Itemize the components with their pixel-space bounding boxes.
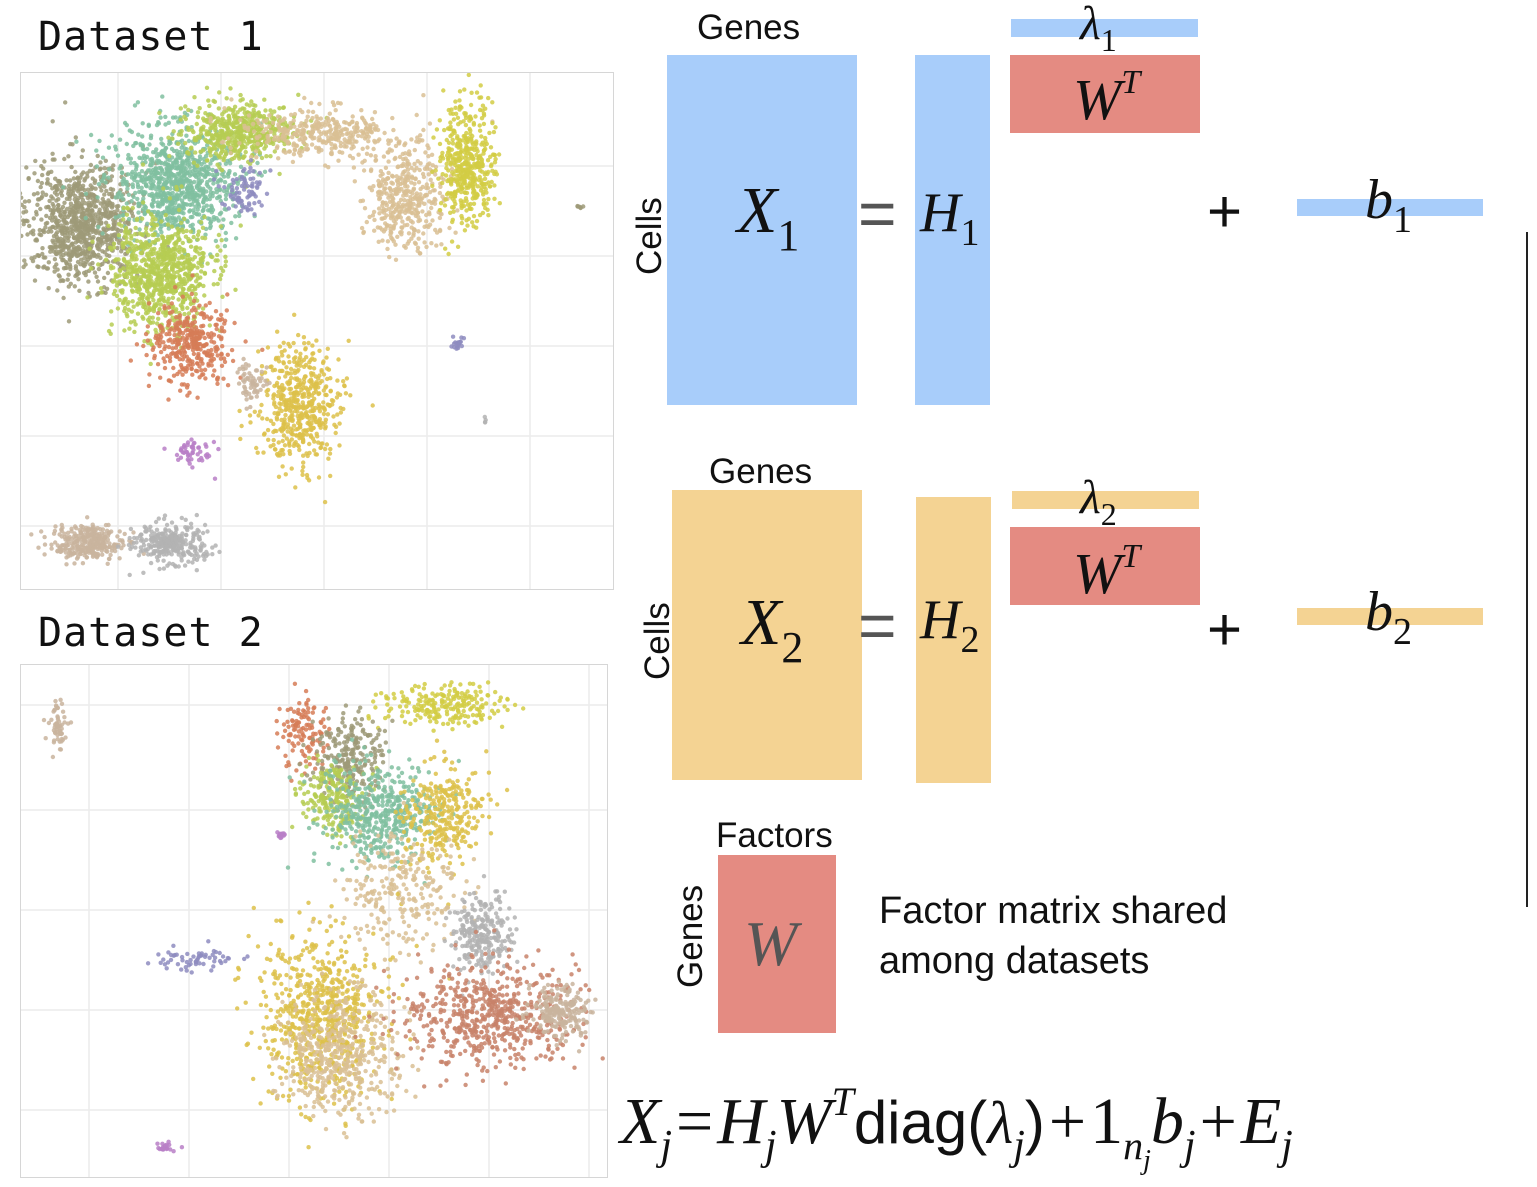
cluster-tan [310,800,481,972]
cluster-olive-dot [575,203,586,211]
b2-symbol: b2 [1365,581,1412,653]
w-genes-label: Genes [671,884,710,988]
cluster-beige-low [29,515,146,567]
x1-matrix [667,55,857,405]
factor-description-line2: among datasets [879,940,1150,982]
wt1-matrix [1010,55,1200,133]
dataset-1-scatter [0,61,613,589]
eq2-cells-label: Cells [638,602,677,680]
b2-vector [1297,608,1483,625]
eq1-genes-label: Genes [697,8,801,47]
cluster-grey [442,874,520,998]
dataset-2-scatter [21,665,617,1177]
w-matrix [718,855,836,1033]
b1-symbol: b1 [1365,169,1412,241]
x2-matrix [672,490,862,780]
general-formula: Xj = HjWTdiag(λj) + 1njbj + Ej [620,1079,1293,1176]
cluster-tan-bridge [208,93,495,170]
eq2-genes-label: Genes [709,452,813,491]
factor-description: Factor matrix shared among datasets [879,886,1227,986]
cluster-yellow [430,61,502,257]
lambda1-symbol: λ1 [1080,0,1117,58]
cluster-pink-low [155,1139,185,1154]
cluster-grey [115,512,222,578]
cluster-yellow-mid [393,738,510,907]
cluster-beige [41,697,74,760]
lambda1-vector [1011,19,1198,37]
eq1-equals: = [858,176,897,250]
lambda2-symbol: λ2 [1080,471,1117,532]
cluster-purple-small [449,334,467,351]
dataset-1-title: Dataset 1 [38,14,264,60]
x2-symbol: X2 [741,586,804,672]
eq1-plus: + [1207,178,1243,245]
cluster-pink [162,437,221,481]
cluster-beige [235,356,272,411]
wt1-symbol: WT [1073,64,1141,132]
dataset-2-title: Dataset 2 [38,610,264,656]
cluster-orange [274,681,333,785]
cluster-yellow-lower [237,312,375,505]
dataset-2-umap-plot [20,664,617,1178]
cluster-tan [352,127,460,262]
cluster-tan-lower [262,971,421,1140]
cluster-purple [211,158,273,217]
eq1-cells-label: Cells [630,197,669,275]
cluster-beige-right [514,979,617,1054]
factor-description-line1: Factor matrix shared [879,890,1228,932]
cluster-orange [128,273,265,402]
cluster-teal [285,737,461,886]
eq2-plus: + [1207,596,1243,663]
h2-matrix [916,497,991,783]
h1-matrix [915,55,990,405]
cluster-yellow [366,680,526,733]
cluster-purple [145,939,250,975]
cluster-lime [85,184,243,367]
h1-symbol: H1 [920,182,980,254]
wt2-symbol: WT [1073,538,1141,606]
lambda2-vector [1012,491,1199,509]
h2-symbol: H2 [920,589,980,661]
b1-vector [1297,199,1483,216]
x1-symbol: X1 [737,174,800,260]
cluster-grey-dot [482,414,488,425]
dataset-1-umap-plot [0,61,614,590]
cluster-pink [275,830,287,841]
wt2-matrix [1010,527,1200,605]
eq2-equals: = [858,588,897,662]
right-divider-line [1526,232,1528,907]
w-symbol: W [744,908,798,979]
factors-label: Factors [716,816,833,855]
